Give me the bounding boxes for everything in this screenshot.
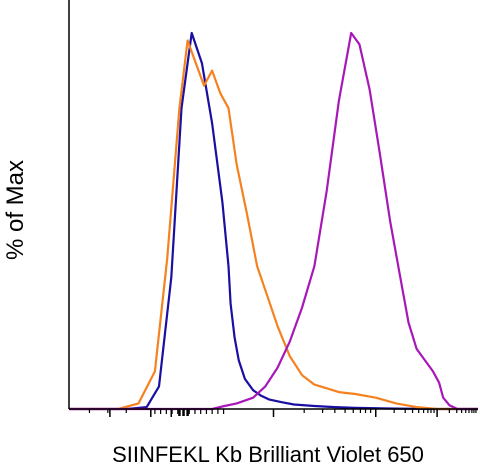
series-line-1 bbox=[69, 33, 478, 409]
plot-lines bbox=[69, 33, 478, 409]
series-line-2 bbox=[69, 41, 478, 410]
series-line-3 bbox=[69, 33, 478, 409]
x-axis-label: SIINFEKL Kb Brilliant Violet 650 bbox=[112, 442, 424, 467]
y-axis-label: % of Max bbox=[2, 160, 29, 260]
x-axis-ticks bbox=[89, 409, 476, 417]
